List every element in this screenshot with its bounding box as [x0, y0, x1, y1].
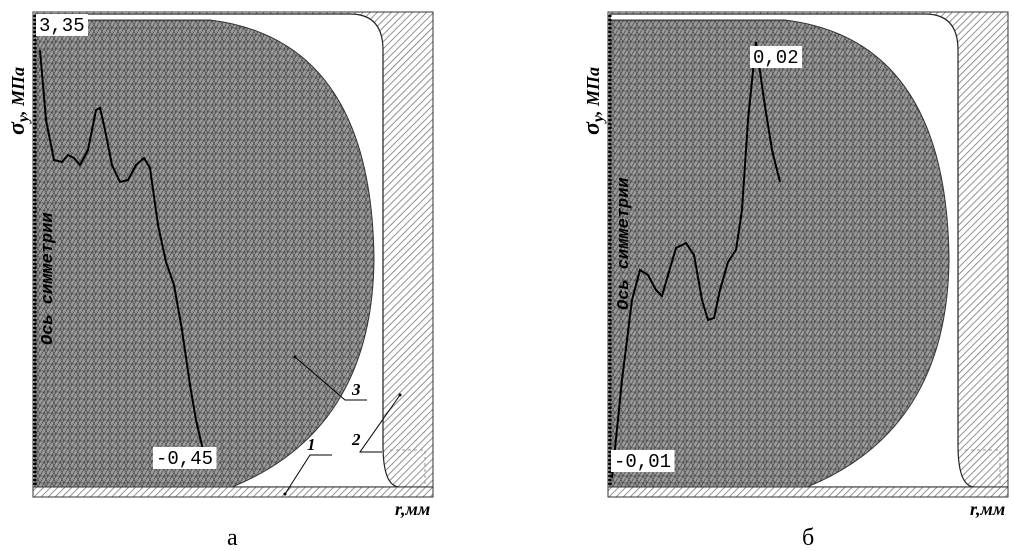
bottom-wall	[33, 487, 433, 497]
y-axis-label: σy, МПа	[579, 67, 607, 135]
y-axis-symbol: σ	[4, 121, 30, 135]
panel-caption: а	[227, 525, 238, 551]
panel: σy, МПа r,мм Ось симметрии 0,02 -0,01 б	[579, 12, 1008, 551]
y-axis-unit: , МПа	[8, 67, 28, 116]
callout-label: 1	[307, 435, 316, 454]
min-label: -0,45	[156, 448, 213, 470]
symmetry-label: Ось симметрии	[615, 177, 634, 310]
bottom-wall	[608, 487, 1008, 497]
callout-dot	[399, 394, 402, 397]
max-label: 3,35	[39, 15, 85, 37]
callout-dot	[294, 356, 297, 359]
y-axis-symbol: σ	[579, 121, 605, 135]
mesh-body	[35, 20, 374, 487]
min-label: -0,01	[614, 451, 671, 473]
x-axis-label: r,мм	[970, 499, 1005, 519]
x-axis-label: r,мм	[395, 499, 430, 519]
y-axis-label: σy, МПа	[4, 67, 32, 135]
y-axis-unit: , МПа	[583, 67, 603, 116]
callout-dot	[284, 493, 287, 496]
mesh-body	[610, 20, 949, 487]
figure: σy, МПаr,ммОсь симметрии3,35-0,45123аσy,…	[0, 0, 1014, 551]
callout-label: 3	[351, 380, 361, 399]
max-label: 0,02	[753, 47, 799, 69]
callout-label: 2	[351, 430, 361, 449]
panel: σy, МПа r,мм Ось симметрии 3,35 -0,45 1 2 3 а	[4, 12, 433, 551]
panel-caption: б	[802, 525, 814, 551]
symmetry-label: Ось симметрии	[39, 212, 58, 345]
